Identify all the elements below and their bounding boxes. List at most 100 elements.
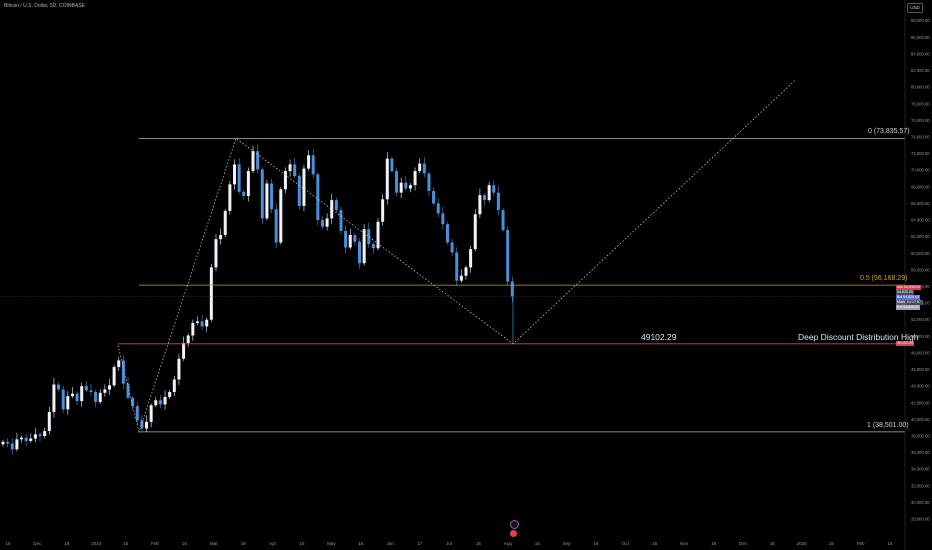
annotation-value: 49102.29 <box>641 331 677 342</box>
x-tick-label: 15 <box>182 541 188 546</box>
candle-body <box>233 164 236 185</box>
y-tick-label: 58,000.00 <box>911 267 930 272</box>
candle-body <box>43 431 47 436</box>
x-tick-label: 15 <box>652 541 658 546</box>
candle-body <box>84 386 88 391</box>
y-tick-label: 42,000.00 <box>911 400 930 405</box>
event-marker-icon[interactable] <box>510 520 519 529</box>
line-price-tag: 49,102.29 <box>896 341 914 347</box>
x-tick-label: 16 <box>770 541 776 546</box>
ext-price-tag: Ext 54,826.00 <box>896 305 921 310</box>
candle-body <box>422 163 426 174</box>
candle-body <box>1 441 5 445</box>
candle-body <box>334 200 338 211</box>
candle-body <box>348 235 352 248</box>
ask-price-tag: Ask 54,835.00 <box>896 285 921 290</box>
candle-body <box>172 379 176 392</box>
candle-body <box>501 210 505 231</box>
candle-body <box>483 195 487 201</box>
candle-body <box>487 185 491 201</box>
x-tick-label: 18 <box>64 541 70 546</box>
candle-body <box>168 391 172 397</box>
candle-body <box>302 168 306 206</box>
candle-body <box>214 239 218 268</box>
candle-body <box>126 383 130 398</box>
candle-body <box>297 176 301 206</box>
y-tick-label: 88,000.00 <box>911 18 930 23</box>
y-tick-label: 60,000.00 <box>911 251 930 256</box>
x-tick-label: Oct <box>622 541 630 546</box>
y-tick-label: 76,000.00 <box>911 118 930 123</box>
x-tick-label: 15 <box>358 541 364 546</box>
x-tick-label: Nov <box>680 541 689 546</box>
y-tick-label: 32,000.00 <box>911 483 930 488</box>
candle-body <box>47 411 51 432</box>
candle-body <box>251 151 255 172</box>
candle-body <box>450 242 454 253</box>
x-tick-label: Sep <box>563 541 572 546</box>
y-tick-label: 86,000.00 <box>911 35 930 40</box>
candle-body <box>145 421 149 429</box>
candle-body <box>140 420 144 429</box>
candle-body <box>154 400 158 406</box>
countdown-tag: 01:17:57 <box>906 300 922 305</box>
news-marker-icon[interactable] <box>510 530 517 537</box>
x-tick-label: 15 <box>476 541 482 546</box>
candle-body <box>103 389 107 393</box>
x-tick-label: Feb <box>857 541 865 546</box>
candle-body <box>260 169 264 219</box>
candle-body <box>80 386 84 402</box>
candle-body <box>52 384 56 412</box>
y-tick-label: 68,000.00 <box>911 184 930 189</box>
candle-body <box>390 158 394 172</box>
candle-body <box>436 203 440 214</box>
candle-body <box>311 155 315 175</box>
y-tick-label: 48,000.00 <box>911 350 930 355</box>
y-tick-label: 30,000.00 <box>911 500 930 505</box>
bid-price-tag: Bid 54,826.00 <box>896 295 921 300</box>
candle-body <box>293 164 297 177</box>
candle-body <box>200 321 204 327</box>
drawings <box>0 80 905 434</box>
candle-body <box>205 319 209 327</box>
x-tick-label: Aug <box>504 541 513 546</box>
candle-body <box>94 391 98 402</box>
candle-body <box>242 191 246 196</box>
y-tick-label: 46,000.00 <box>911 367 930 372</box>
fib-level-0-label: 0 (73,835.57) <box>868 128 910 136</box>
x-tick-label: 15 <box>887 541 893 546</box>
candle-body <box>459 275 463 281</box>
candle-body <box>274 209 278 243</box>
candle-body <box>131 397 135 407</box>
candle-body <box>371 244 375 249</box>
candle-body <box>70 393 74 397</box>
annotation-text: Deep Discount Distribution High <box>798 331 919 342</box>
y-tick-label: 66,000.00 <box>911 201 930 206</box>
x-tick-label: Jul <box>446 541 452 546</box>
candle-body <box>186 335 190 343</box>
candle-body <box>15 439 19 450</box>
candle-body <box>24 437 28 441</box>
x-tick-label: Dec <box>33 541 42 546</box>
candle-body <box>316 174 320 221</box>
candle-body <box>395 171 399 193</box>
candle-body <box>506 230 510 282</box>
candle-body <box>57 384 61 390</box>
currency-button[interactable]: USD <box>907 3 923 13</box>
candle-body <box>66 396 70 410</box>
candle-body <box>427 173 431 191</box>
fib-level-0.5-label: 0.5 (56,168.29) <box>860 275 908 283</box>
x-tick-label: Mar <box>210 541 218 546</box>
candle-body <box>432 190 436 204</box>
candle-body <box>177 358 181 380</box>
candle-body <box>33 434 37 439</box>
y-tick-label: 74,000.00 <box>911 135 930 140</box>
candle-body <box>283 171 287 190</box>
y-tick-label: 78,000.00 <box>911 101 930 106</box>
candle-body <box>107 385 111 390</box>
time-axis: 15 Dec 18 2024 15 Feb 15 Mar 18 Apr 15 May 15 Jun 17 Ju… <box>5 541 893 546</box>
symbol-title[interactable]: Bitcoin / U.S. Dollar, 5D, COINBASE <box>4 3 85 9</box>
y-tick-label: 40,000.00 <box>911 417 930 422</box>
fib-level-1-label: 1 (38,501.00) <box>867 421 909 429</box>
